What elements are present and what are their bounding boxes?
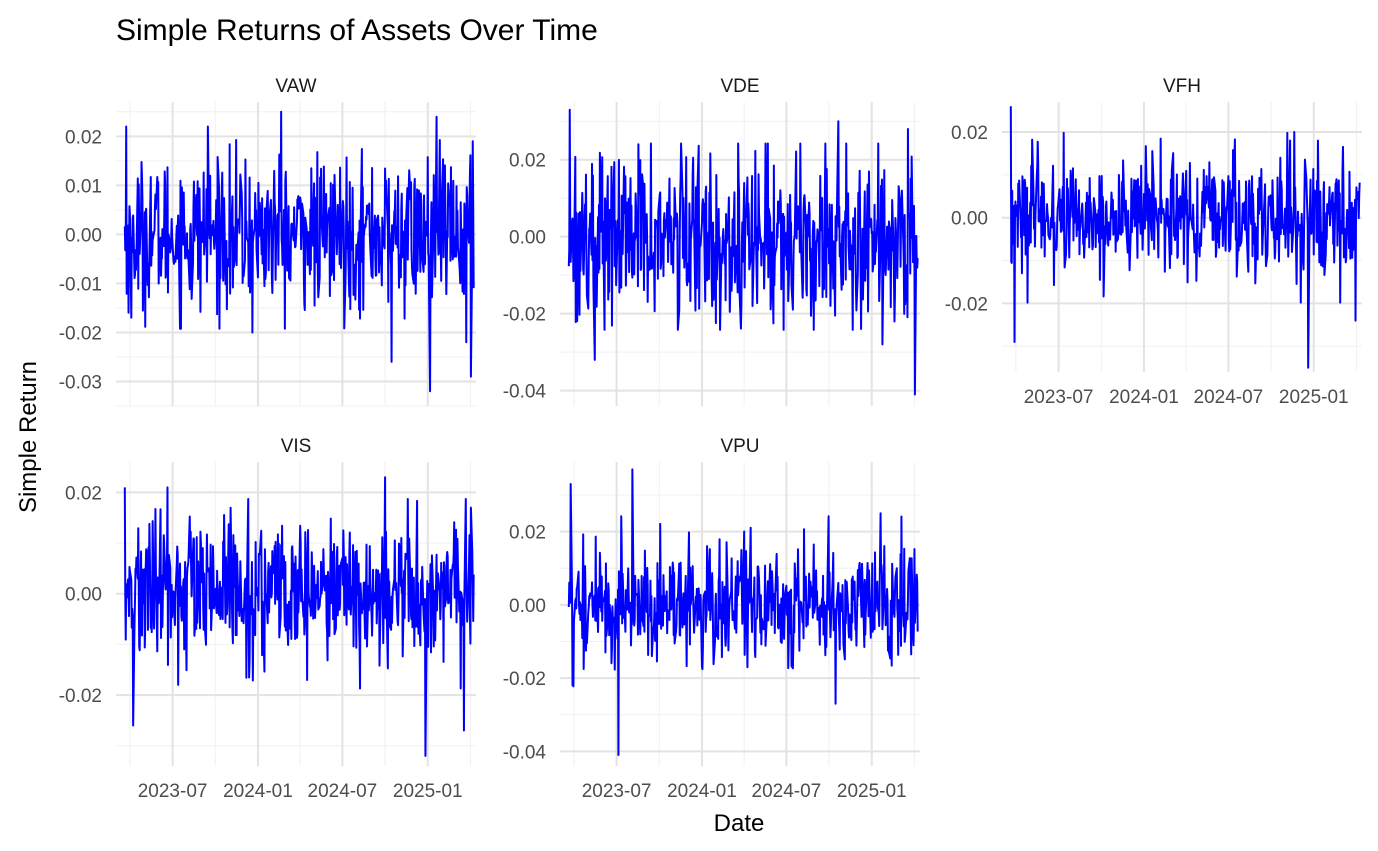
- y-tick-label: 0.02: [509, 151, 546, 172]
- facet-strip-label: VAW: [275, 76, 316, 97]
- y-tick-label: -0.02: [503, 669, 546, 690]
- y-tick-label: 0.00: [951, 209, 988, 230]
- y-tick-label: 0.00: [509, 596, 546, 617]
- x-axis-label: Date: [714, 810, 765, 837]
- y-tick-label: -0.01: [59, 274, 102, 295]
- facet-strip-label: VPU: [720, 436, 759, 457]
- y-tick-label: -0.04: [503, 382, 547, 403]
- facet-strip-label: VIS: [281, 436, 312, 457]
- x-tick-label: 2024-07: [752, 781, 822, 802]
- x-tick-label: 2023-07: [582, 781, 652, 802]
- y-tick-label: -0.02: [59, 686, 102, 707]
- panel-vde: -0.04 -0.02 0.00 0.02 VDE: [503, 76, 920, 406]
- x-tick-label: 2024-07: [1194, 387, 1264, 408]
- series-line-vfh: [1009, 106, 1361, 369]
- x-tick-label: 2024-01: [223, 781, 293, 802]
- x-tick-label: 2023-07: [1024, 387, 1094, 408]
- x-tick-label: 2024-07: [308, 781, 378, 802]
- y-tick-label: -0.02: [59, 323, 102, 344]
- series-line-vaw: [123, 110, 475, 393]
- y-tick-label: -0.02: [503, 305, 546, 326]
- y-tick-label: -0.04: [503, 742, 547, 763]
- y-tick-label: 0.01: [65, 176, 102, 197]
- facet-panels: -0.03 -0.02 -0.01 0.00 0.01 0.02 VAW -0.04 -0.02…: [59, 76, 1362, 802]
- chart-title: Simple Returns of Assets Over Time: [116, 14, 598, 47]
- x-tick-label: 2025-01: [1279, 387, 1349, 408]
- y-tick-label: 0.02: [65, 127, 102, 148]
- y-axis-label: Simple Return: [15, 361, 42, 513]
- panel-vpu: -0.04 -0.02 0.00 0.02 2023-07 2024-01 2024-07 2…: [503, 436, 920, 802]
- x-tick-label: 2025-01: [837, 781, 907, 802]
- y-tick-label: 0.02: [65, 483, 102, 504]
- x-tick-label: 2023-07: [138, 781, 208, 802]
- panel-vaw: -0.03 -0.02 -0.01 0.00 0.01 0.02 VAW: [59, 76, 476, 407]
- x-tick-label: 2025-01: [393, 781, 463, 802]
- facet-strip-label: VDE: [720, 76, 759, 97]
- series-line-vde: [567, 108, 919, 396]
- y-tick-label: 0.02: [951, 123, 988, 144]
- y-tick-label: 0.00: [65, 585, 102, 606]
- panel-vfh: -0.02 0.00 0.02 2023-07 2024-01 2024-07 2025-0…: [945, 76, 1362, 408]
- y-tick-label: 0.00: [65, 225, 102, 246]
- y-tick-label: -0.02: [945, 294, 988, 315]
- series-line-vpu: [567, 468, 919, 757]
- y-tick-label: -0.03: [59, 372, 102, 393]
- series-line-vis: [123, 476, 475, 757]
- panel-vis: -0.02 0.00 0.02 2023-07 2024-01 2024-07 2025-0…: [59, 436, 476, 802]
- y-tick-label: 0.02: [509, 523, 546, 544]
- y-tick-label: 0.00: [509, 228, 546, 249]
- x-tick-label: 2024-01: [667, 781, 737, 802]
- facet-strip-label: VFH: [1163, 76, 1201, 97]
- x-tick-label: 2024-01: [1109, 387, 1179, 408]
